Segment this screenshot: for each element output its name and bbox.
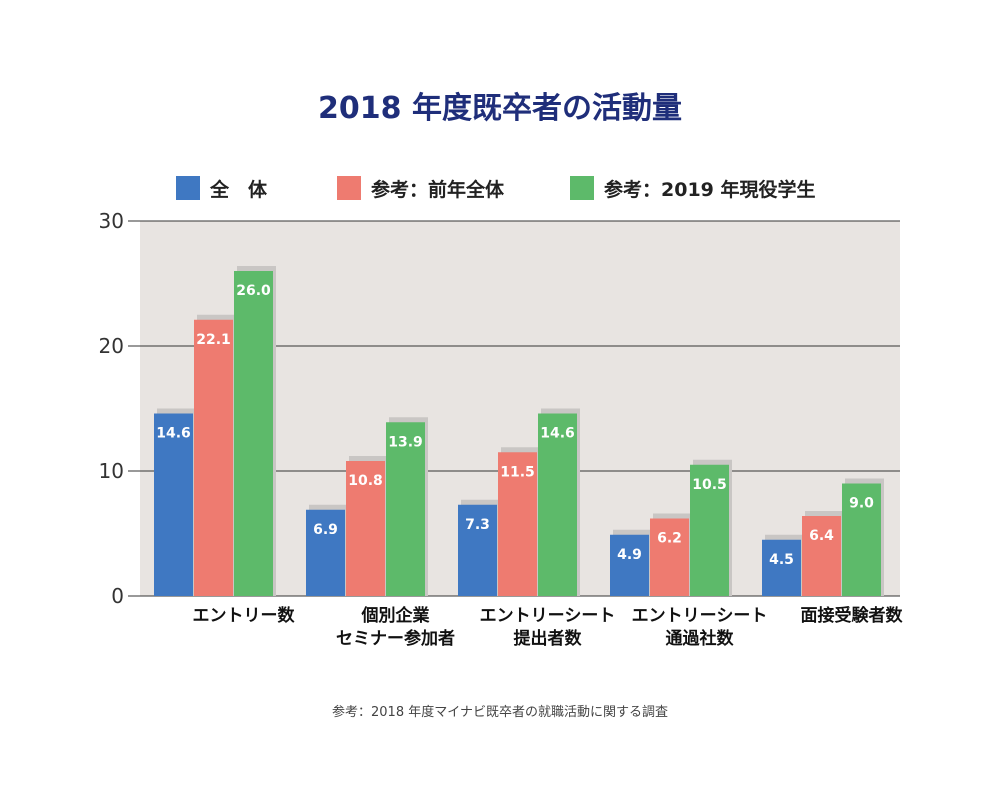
bar	[762, 539, 801, 596]
data-label: 4.5	[769, 552, 794, 568]
bar	[610, 534, 649, 596]
bar	[306, 509, 345, 596]
data-label: 6.2	[657, 531, 682, 547]
bar	[234, 271, 273, 596]
bar	[802, 516, 841, 596]
data-label: 4.9	[617, 547, 642, 563]
bar	[386, 422, 425, 596]
x-tick-label: エントリーシート	[480, 606, 616, 626]
x-tick-label: 個別企業	[361, 605, 430, 626]
y-axis: 0 10 20 30	[99, 209, 124, 608]
x-tick-label: エントリーシート	[632, 606, 768, 626]
source-note: 参考：2018 年度マイナビ既卒者の就職活動に関する調査	[332, 704, 668, 720]
legend-label: 参考：前年全体	[371, 178, 505, 201]
bar	[458, 504, 497, 596]
legend-label: 全 体	[209, 178, 268, 201]
data-label: 10.5	[692, 477, 727, 493]
data-label: 13.9	[388, 434, 423, 450]
x-tick-label: 通過社数	[666, 628, 735, 649]
y-tick-label: 30	[99, 209, 124, 233]
bar	[690, 464, 729, 596]
x-tick-label: 提出者数	[514, 628, 583, 649]
data-label: 11.5	[500, 464, 535, 480]
x-tick-label: 面接受験者数	[801, 605, 904, 626]
data-label: 7.3	[465, 517, 490, 533]
data-label: 9.0	[849, 496, 874, 512]
bar	[538, 413, 577, 596]
data-label: 14.6	[540, 426, 575, 442]
data-label: 6.9	[313, 522, 338, 538]
bar	[842, 483, 881, 596]
legend-swatch	[176, 176, 200, 200]
bar	[154, 413, 193, 596]
bar	[498, 452, 537, 596]
legend: 全 体 参考：前年全体 参考：2019 年現役学生	[176, 176, 816, 201]
data-label: 10.8	[348, 473, 383, 489]
bar	[650, 518, 689, 596]
data-label: 14.6	[156, 426, 191, 442]
x-tick-label: セミナー参加者	[336, 628, 455, 649]
bar	[194, 319, 233, 596]
legend-swatch	[570, 176, 594, 200]
y-tick-label: 0	[111, 584, 124, 608]
legend-swatch	[337, 176, 361, 200]
x-tick-label: エントリー数	[193, 605, 296, 626]
data-label: 6.4	[809, 528, 834, 544]
chart-title: 2018 年度既卒者の活動量	[318, 91, 682, 126]
bars: 14.6 6.9 7.3 4.9 4.5 22.1 10.8 11.5 6.2 6.4 26.0 13…	[154, 266, 884, 596]
x-axis-labels: エントリー数 個別企業セミナー参加者エントリーシート提出者数エントリーシート通過社…	[193, 605, 904, 649]
legend-label: 参考：2019 年現役学生	[604, 178, 816, 201]
data-label: 26.0	[236, 283, 271, 299]
data-label: 22.1	[196, 332, 231, 348]
bar	[346, 461, 385, 596]
y-tick-label: 20	[99, 334, 124, 358]
y-tick-label: 10	[99, 459, 124, 483]
